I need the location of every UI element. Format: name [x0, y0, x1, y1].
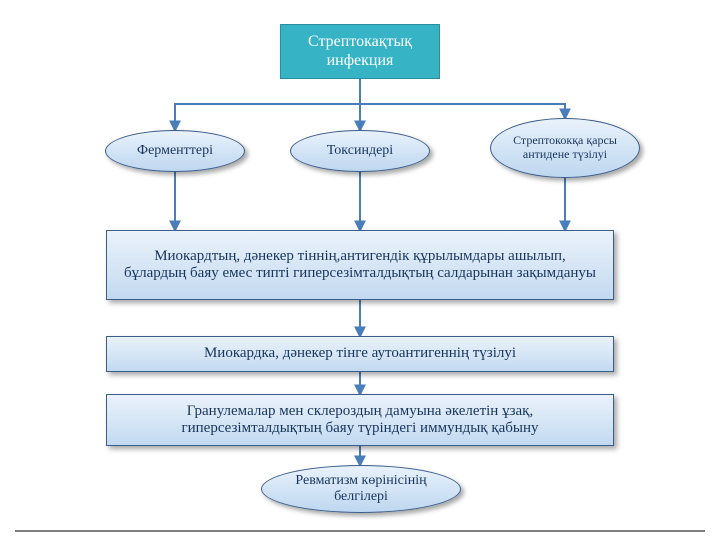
step-label: Гранулемалар мен склероздың дамуына әкел… — [123, 403, 597, 438]
branch-label: Ферменттері — [137, 143, 213, 159]
step-box-0: Миокардтың, дәнекер тіннің,антигендік құ… — [106, 230, 614, 300]
result-label: Ревматизм көрінісінің белгілері — [272, 473, 450, 505]
step-label: Миокардтың, дәнекер тіннің,антигендік құ… — [123, 248, 597, 283]
branch-label: Стрептококқа қарсы антидене түзілуі — [501, 134, 629, 162]
root-node: Стрептокақтық инфекция — [280, 24, 440, 79]
branch-label: Токсиндері — [327, 143, 393, 159]
step-box-1: Миокардка, дәнекер тінге аутоантигеннің … — [106, 336, 614, 372]
branch-node-2: Стрептококқа қарсы антидене түзілуі — [490, 118, 640, 178]
branch-node-1: Токсиндері — [290, 130, 430, 172]
step-box-2: Гранулемалар мен склероздың дамуына әкел… — [106, 394, 614, 446]
root-label: Стрептокақтық инфекция — [289, 33, 431, 70]
branch-node-0: Ферменттері — [105, 130, 245, 172]
step-label: Миокардка, дәнекер тінге аутоантигеннің … — [204, 345, 516, 362]
result-node: Ревматизм көрінісінің белгілері — [261, 465, 461, 513]
